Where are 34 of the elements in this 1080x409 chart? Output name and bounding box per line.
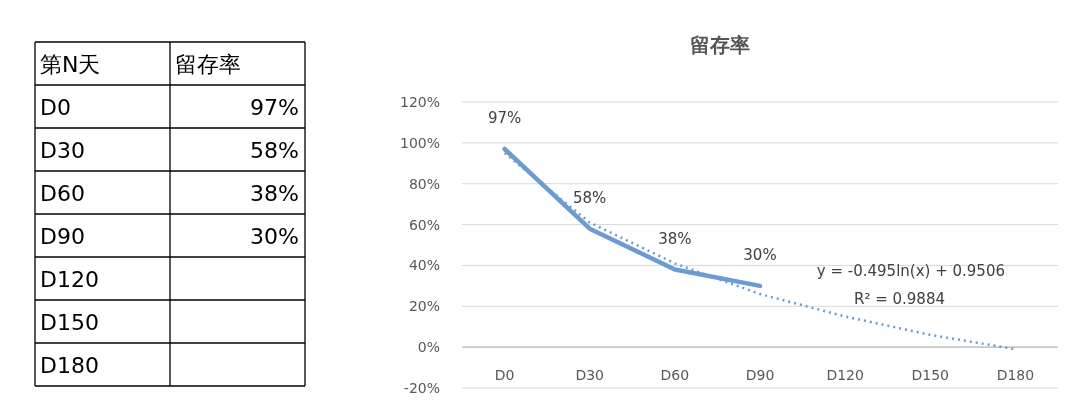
y-tick-label: 60%	[408, 216, 440, 233]
data-label: 38%	[658, 229, 692, 248]
category-label: D60	[40, 180, 85, 206]
y-tick-label: -20%	[403, 380, 440, 396]
y-tick-label: 0%	[417, 339, 440, 356]
y-tick-label: 20%	[408, 298, 440, 315]
text: 58%	[250, 137, 299, 163]
x-tick-label: D60	[660, 367, 690, 384]
text: 留存率	[175, 51, 241, 77]
data-label: 97%	[487, 108, 522, 127]
text: 30%	[250, 223, 299, 249]
y-tick-label: 100%	[399, 134, 440, 151]
x-tick-label: D150	[911, 367, 950, 384]
x-tick-label: D90	[745, 367, 775, 384]
category-label: D0	[40, 94, 71, 120]
category-label: D150	[40, 309, 99, 335]
category-label: D30	[40, 137, 85, 163]
data-label: 30%	[743, 245, 777, 264]
category-label: D90	[40, 223, 85, 249]
y-tick-label: 120%	[399, 94, 440, 110]
text: 38%	[250, 180, 299, 206]
y-tick-label: 40%	[408, 257, 440, 274]
text: 97%	[250, 94, 299, 120]
text: 第N天	[40, 51, 101, 77]
annotation: y = -0.495ln(x) + 0.9506	[816, 262, 1005, 280]
y-tick-label: 80%	[408, 175, 440, 192]
chart-title: 留存率	[690, 33, 750, 57]
data-label: 58%	[573, 188, 607, 207]
x-tick-label: D0	[494, 367, 515, 384]
annotation: R² = 0.9884	[853, 290, 945, 308]
x-tick-label: D120	[826, 367, 864, 384]
x-tick-label: D30	[575, 367, 605, 384]
x-tick-label: D180	[996, 367, 1035, 384]
category-label: D120	[40, 266, 99, 292]
